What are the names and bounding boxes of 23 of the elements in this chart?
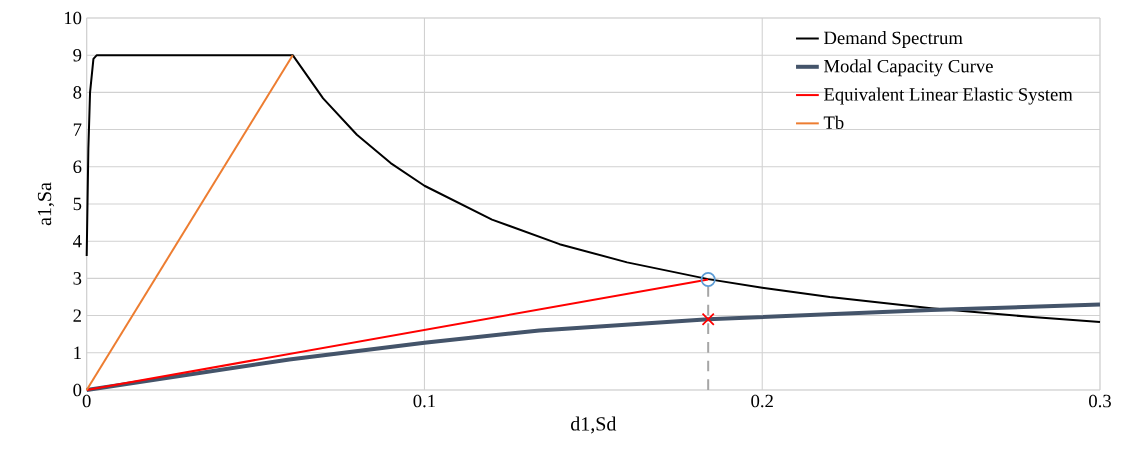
x-tick-label: 0.1 xyxy=(413,394,435,408)
y-tick-label: 7 xyxy=(73,123,82,136)
y-tick-label: 2 xyxy=(73,309,81,322)
x-tick-label: 0.2 xyxy=(751,394,773,408)
y-tick-label: 8 xyxy=(73,86,82,99)
legend-label: Demand Spectrum xyxy=(824,31,963,48)
y-tick-label: 9 xyxy=(73,48,82,62)
x-tick-label: 0 xyxy=(82,394,91,408)
x-tick-label: 0.3 xyxy=(1089,394,1111,408)
y-tick-label: 6 xyxy=(73,160,82,174)
y-tick-label: 10 xyxy=(64,11,82,25)
line-series xyxy=(85,54,1101,323)
legend-label: Equivalent Linear Elastic System xyxy=(824,87,1073,105)
y-axis-title: a1,Sa xyxy=(37,182,55,226)
y-tick-label: 4 xyxy=(72,235,82,248)
y-tick-label: 3 xyxy=(73,272,82,285)
y-tick-label: 5 xyxy=(73,197,82,211)
y-tick-label: 0 xyxy=(73,383,82,397)
legend-label: Tb xyxy=(823,115,844,130)
x-axis-title: d1,Sd xyxy=(571,416,617,434)
y-tick-label: 1 xyxy=(74,346,81,359)
legend-label: Modal Capacity Curve xyxy=(824,59,993,77)
line-series xyxy=(84,302,1102,392)
